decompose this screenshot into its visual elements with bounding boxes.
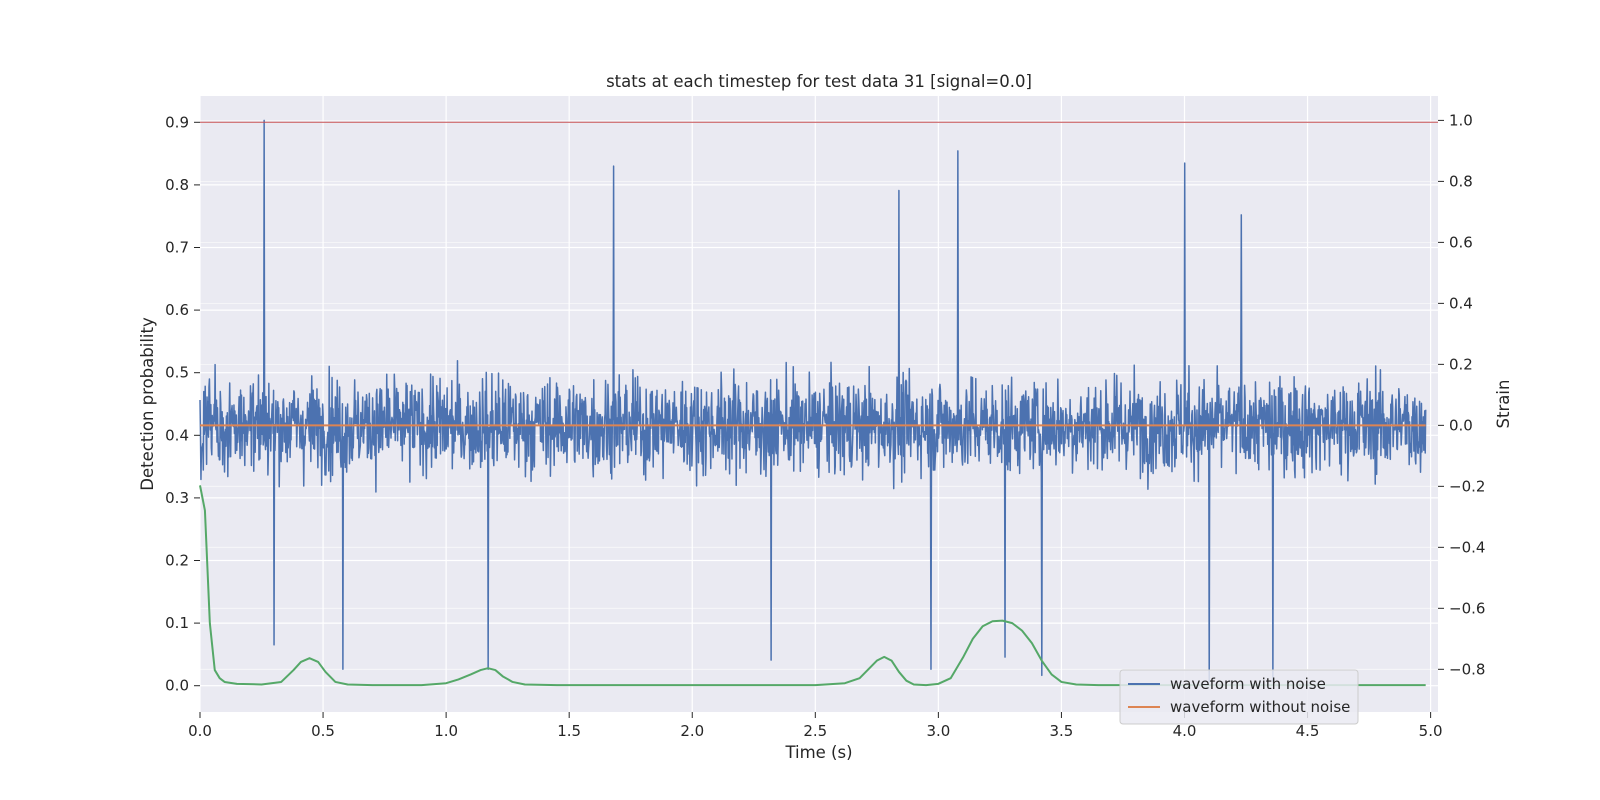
y-tick-label: 0.2	[165, 552, 189, 570]
left-axis-ticks: 0.0 0.1 0.2 0.3 0.4 0.5 0.6 0.7 0.8 0.9	[165, 113, 200, 695]
x-tick-label: 4.0	[1173, 722, 1197, 740]
legend-label-waveform-with-noise: waveform with noise	[1170, 675, 1326, 693]
y2-tick-label: −0.8	[1449, 660, 1485, 678]
y-tick-label: 0.0	[165, 677, 189, 695]
x-tick-label: 3.0	[926, 722, 950, 740]
y-tick-label: 0.8	[165, 176, 189, 194]
y-tick-label: 0.6	[165, 301, 189, 319]
y-axis-title: Detection probability	[138, 317, 157, 491]
y2-tick-label: −0.6	[1449, 599, 1485, 617]
legend: waveform with noise waveform without noi…	[1119, 669, 1359, 725]
right-axis-ticks: −0.8 −0.6 −0.4 −0.2 0.0 0.2 0.4 0.6 0.8 1.0	[1438, 111, 1485, 678]
x-tick-label: 4.5	[1296, 722, 1320, 740]
x-tick-label: 0.5	[311, 722, 335, 740]
y-tick-label: 0.1	[165, 614, 189, 632]
series-detection-probability	[199, 485, 1426, 687]
series-layer	[199, 119, 1438, 687]
legend-label-waveform-without-noise: waveform without noise	[1170, 698, 1350, 716]
y2-tick-label: 0.6	[1449, 233, 1473, 251]
x-axis-title: Time (s)	[784, 743, 852, 762]
chart-title: stats at each timestep for test data 31 …	[606, 72, 1032, 91]
y2-tick-label: 0.4	[1449, 294, 1473, 312]
x-tick-label: 2.5	[803, 722, 827, 740]
y2-tick-label: 0.2	[1449, 355, 1473, 373]
x-tick-label: 1.0	[434, 722, 458, 740]
y2-tick-label: −0.2	[1449, 477, 1485, 495]
y2-tick-label: −0.4	[1449, 538, 1485, 556]
x-tick-label: 1.5	[557, 722, 581, 740]
x-tick-label: 0.0	[188, 722, 212, 740]
series-waveform-with-noise	[199, 119, 1427, 683]
y-tick-label: 0.3	[165, 489, 189, 507]
x-tick-label: 3.5	[1050, 722, 1074, 740]
y-tick-label: 0.9	[165, 113, 189, 131]
legend-box	[1119, 669, 1359, 725]
y-tick-label: 0.5	[165, 364, 189, 382]
y2-axis-title: Strain	[1494, 380, 1513, 429]
y-tick-label: 0.7	[165, 238, 189, 256]
y2-tick-label: 1.0	[1449, 111, 1473, 129]
y2-tick-label: 0.8	[1449, 172, 1473, 190]
x-tick-label: 2.0	[680, 722, 704, 740]
x-tick-label: 5.0	[1419, 722, 1443, 740]
y-tick-label: 0.4	[165, 426, 189, 444]
y2-tick-label: 0.0	[1449, 416, 1473, 434]
